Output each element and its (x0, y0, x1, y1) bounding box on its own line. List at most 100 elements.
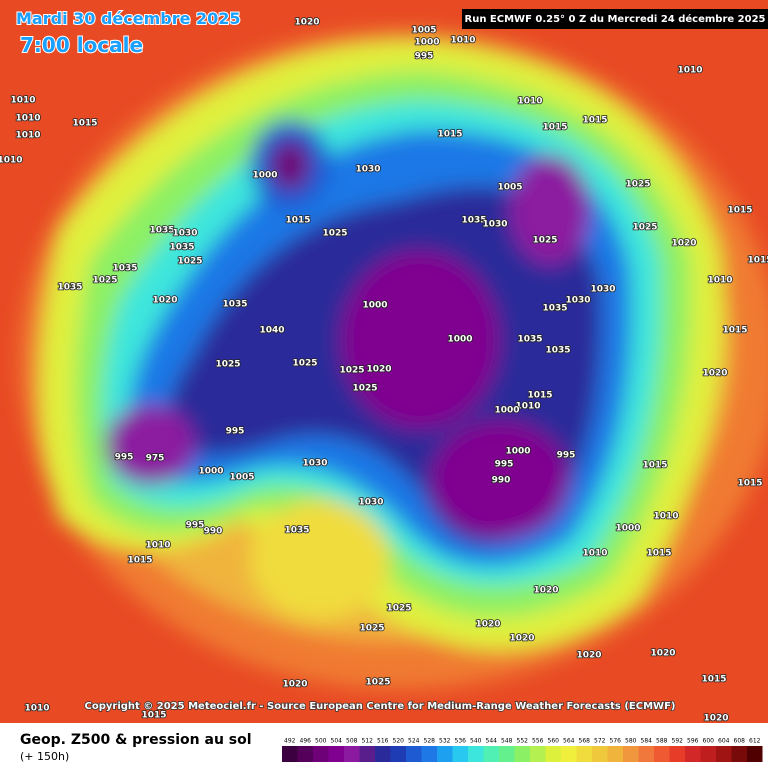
legend-label: 504 (331, 738, 343, 745)
legend-swatch (390, 746, 406, 762)
pressure-label: 1020 (650, 649, 675, 659)
legend-swatch (406, 746, 422, 762)
legend-swatch (344, 746, 360, 762)
legend-label: 612 (749, 738, 761, 745)
pressure-label: 1000 (494, 406, 519, 416)
legend-label: 564 (563, 738, 575, 745)
footer-lead: (+ 150h) (20, 750, 69, 763)
legend-swatch (530, 746, 546, 762)
legend-label: 500 (315, 738, 327, 745)
pressure-label: 1025 (92, 276, 117, 286)
legend-swatch (561, 746, 577, 762)
pressure-label: 995 (557, 451, 576, 461)
pressure-label: 1015 (527, 391, 552, 401)
legend-swatch (297, 746, 313, 762)
legend-swatch (623, 746, 639, 762)
pressure-label: 1030 (358, 498, 383, 508)
pressure-label: 1010 (10, 96, 35, 106)
pressure-label: 1035 (57, 283, 82, 293)
legend-swatch (421, 746, 437, 762)
date: Mardi 30 décembre 2025 (16, 9, 241, 28)
pressure-label: 1030 (590, 285, 615, 295)
legend-swatch (328, 746, 344, 762)
pressure-label: 1030 (302, 459, 327, 469)
legend-swatch (592, 746, 608, 762)
pressure-label: 1030 (355, 165, 380, 175)
pressure-label: 1035 (542, 304, 567, 314)
z500-field (0, 0, 768, 723)
pressure-label: 1010 (450, 36, 475, 46)
pressure-label: 1015 (127, 556, 152, 566)
pressure-label: 1010 (707, 276, 732, 286)
legend-label: 536 (455, 738, 467, 745)
pressure-label: 1010 (145, 541, 170, 551)
pressure-label: 1015 (285, 216, 310, 226)
pressure-label: 995 (495, 460, 514, 470)
pressure-label: 1010 (24, 704, 49, 714)
legend-label: 572 (594, 738, 606, 745)
legend-label: 512 (362, 738, 374, 745)
legend-swatch (669, 746, 685, 762)
legend-label: 584 (641, 738, 653, 745)
pressure-label: 1025 (292, 359, 317, 369)
pressure-label: 1000 (362, 301, 387, 311)
pressure-label: 1000 (198, 467, 223, 477)
pressure-labels: 1020 1005 1000 995 1010 1010 1010 1010 1015 1010 1… (0, 17, 768, 725)
pressure-label: 1035 (169, 243, 194, 253)
pressure-label: 1010 (517, 97, 542, 107)
pressure-label: 1015 (437, 130, 462, 140)
pressure-label: 1010 (15, 131, 40, 141)
legend-swatch (685, 746, 701, 762)
legend-label: 532 (439, 738, 451, 745)
pressure-label: 1020 (152, 296, 177, 306)
pressure-label: 1005 (411, 26, 436, 36)
pressure-label: 1040 (259, 326, 284, 336)
pressure-label: 1020 (576, 651, 601, 661)
pressure-label: 1025 (339, 366, 364, 376)
pressure-label: 1020 (475, 620, 500, 630)
pressure-label: 1000 (252, 171, 277, 181)
legend-swatch (375, 746, 391, 762)
pressure-label: 990 (492, 476, 511, 486)
pressure-label: 995 (226, 427, 245, 437)
pressure-label: 1010 (677, 66, 702, 76)
pressure-label: 1000 (505, 447, 530, 457)
legend-label: 604 (718, 738, 730, 745)
pressure-label: 1010 (582, 549, 607, 559)
pressure-label: 995 (415, 52, 434, 62)
legend-swatch (483, 746, 499, 762)
pressure-label: 1030 (172, 229, 197, 239)
legend-label: 516 (377, 738, 389, 745)
legend-label: 588 (656, 738, 668, 745)
pressure-label: 1025 (177, 257, 202, 267)
pressure-label: 1025 (632, 223, 657, 233)
legend-swatch (282, 746, 298, 762)
legend-label: 508 (346, 738, 358, 745)
pressure-label: 1020 (282, 680, 307, 690)
pressure-label: 1025 (215, 360, 240, 370)
legend-label: 548 (501, 738, 513, 745)
pressure-label: 1015 (72, 119, 97, 129)
pressure-label: 1015 (582, 116, 607, 126)
legend-swatch (514, 746, 530, 762)
legend-label: 596 (687, 738, 699, 745)
legend-swatch (654, 746, 670, 762)
pressure-label: 1020 (533, 586, 558, 596)
pressure-label: 1015 (542, 123, 567, 133)
legend-label: 492 (284, 738, 296, 745)
legend-swatch (638, 746, 654, 762)
legend: 492 496 500 504 508 512 516 520 524 528 532 536 540 5… (282, 738, 763, 762)
legend-swatch (437, 746, 453, 762)
pressure-label: 1015 (747, 256, 768, 266)
pressure-label: 1035 (517, 335, 542, 345)
pressure-label: 1020 (294, 18, 319, 28)
footer-title: Geop. Z500 & pression au sol (20, 732, 252, 748)
pressure-label: 1015 (737, 479, 762, 489)
legend-label: 608 (734, 738, 746, 745)
legend-swatch (607, 746, 623, 762)
legend-swatch (545, 746, 561, 762)
pressure-label: 1020 (702, 369, 727, 379)
pressure-label: 1000 (414, 38, 439, 48)
pressure-label: 1015 (722, 326, 747, 336)
